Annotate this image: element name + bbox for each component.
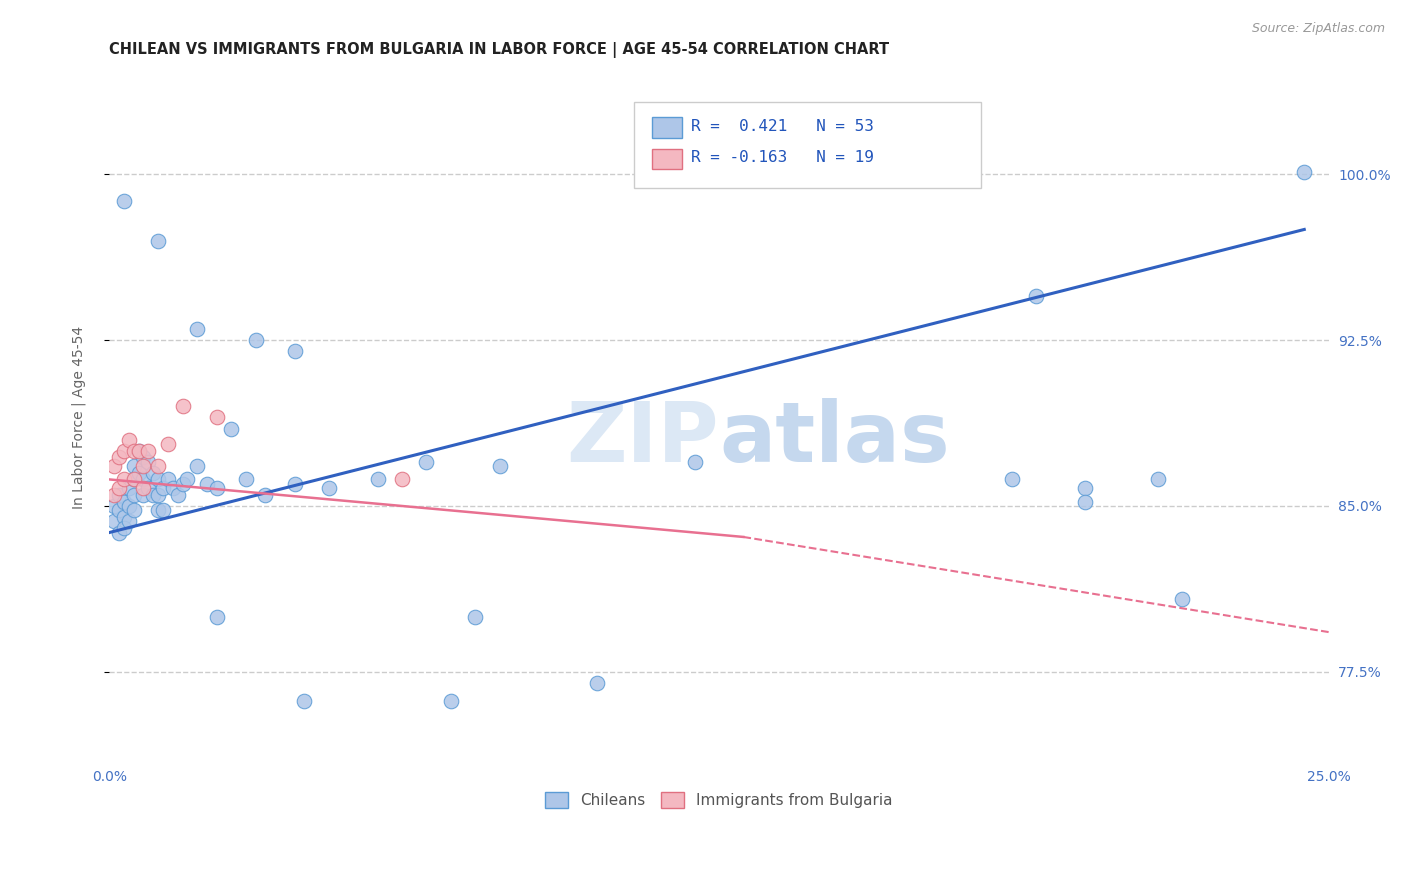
Point [205, 481, 228, 495]
Point [103, 459, 125, 474]
Point [132, 450, 155, 465]
Point [1074, 494, 1097, 508]
Point [464, 609, 486, 624]
Point [156, 437, 179, 451]
Point [152, 481, 174, 495]
Point [112, 494, 135, 508]
Point [108, 488, 131, 502]
Point [138, 443, 160, 458]
Text: R =  0.421   N = 53: R = 0.421 N = 53 [690, 119, 875, 134]
Point [128, 443, 150, 458]
Point [318, 481, 340, 495]
Point [118, 433, 141, 447]
Point [162, 481, 184, 495]
Point [391, 472, 413, 486]
Point [176, 472, 198, 486]
Point [488, 459, 510, 474]
Point [122, 472, 145, 486]
Text: ZIP: ZIP [567, 398, 718, 479]
Point [103, 488, 125, 502]
Point [112, 521, 135, 535]
Point [205, 609, 228, 624]
Point [1147, 472, 1170, 486]
Point [186, 459, 208, 474]
Point [1171, 591, 1194, 606]
Point [122, 459, 145, 474]
Point [367, 472, 389, 486]
Point [132, 488, 155, 502]
Point [112, 510, 135, 524]
Text: Source: ZipAtlas.com: Source: ZipAtlas.com [1251, 22, 1385, 36]
Point [440, 693, 463, 707]
Point [254, 488, 277, 502]
Point [112, 443, 135, 458]
Point [132, 472, 155, 486]
Point [122, 503, 145, 517]
Point [128, 466, 150, 480]
Point [103, 515, 125, 529]
Point [1074, 481, 1097, 495]
Point [172, 400, 194, 414]
Y-axis label: In Labor Force | Age 45-54: In Labor Force | Age 45-54 [72, 326, 86, 509]
Point [219, 421, 242, 435]
Point [138, 481, 160, 495]
Point [186, 322, 208, 336]
FancyBboxPatch shape [652, 117, 682, 137]
Point [172, 476, 194, 491]
Text: CHILEAN VS IMMIGRANTS FROM BULGARIA IN LABOR FORCE | AGE 45-54 CORRELATION CHART: CHILEAN VS IMMIGRANTS FROM BULGARIA IN L… [110, 42, 890, 58]
Point [103, 499, 125, 513]
Point [132, 459, 155, 474]
Point [122, 472, 145, 486]
Point [156, 472, 179, 486]
FancyBboxPatch shape [652, 149, 682, 169]
Point [112, 472, 135, 486]
Point [112, 194, 135, 208]
Point [146, 472, 169, 486]
Point [128, 443, 150, 458]
Point [1294, 165, 1316, 179]
Point [1025, 289, 1047, 303]
Text: R = -0.163   N = 19: R = -0.163 N = 19 [690, 150, 875, 165]
Point [683, 455, 706, 469]
Point [132, 481, 155, 495]
Point [415, 455, 437, 469]
Point [108, 450, 131, 465]
Point [1001, 472, 1024, 486]
Point [284, 344, 307, 359]
Text: atlas: atlas [718, 398, 949, 479]
Point [294, 693, 316, 707]
Point [166, 488, 188, 502]
Point [586, 676, 609, 690]
Point [146, 459, 169, 474]
Point [284, 476, 307, 491]
FancyBboxPatch shape [634, 102, 981, 187]
Point [108, 503, 131, 517]
Point [138, 455, 160, 469]
Point [152, 503, 174, 517]
Point [142, 488, 165, 502]
Point [683, 764, 706, 779]
Point [118, 515, 141, 529]
Point [122, 488, 145, 502]
Point [235, 472, 257, 486]
Point [108, 525, 131, 540]
Point [122, 443, 145, 458]
Point [146, 488, 169, 502]
Point [108, 481, 131, 495]
Point [146, 234, 169, 248]
Point [245, 333, 267, 347]
Point [142, 466, 165, 480]
Point [146, 503, 169, 517]
Point [118, 481, 141, 495]
Point [205, 410, 228, 425]
Point [118, 499, 141, 513]
Point [195, 476, 218, 491]
Legend: Chileans, Immigrants from Bulgaria: Chileans, Immigrants from Bulgaria [540, 786, 898, 814]
